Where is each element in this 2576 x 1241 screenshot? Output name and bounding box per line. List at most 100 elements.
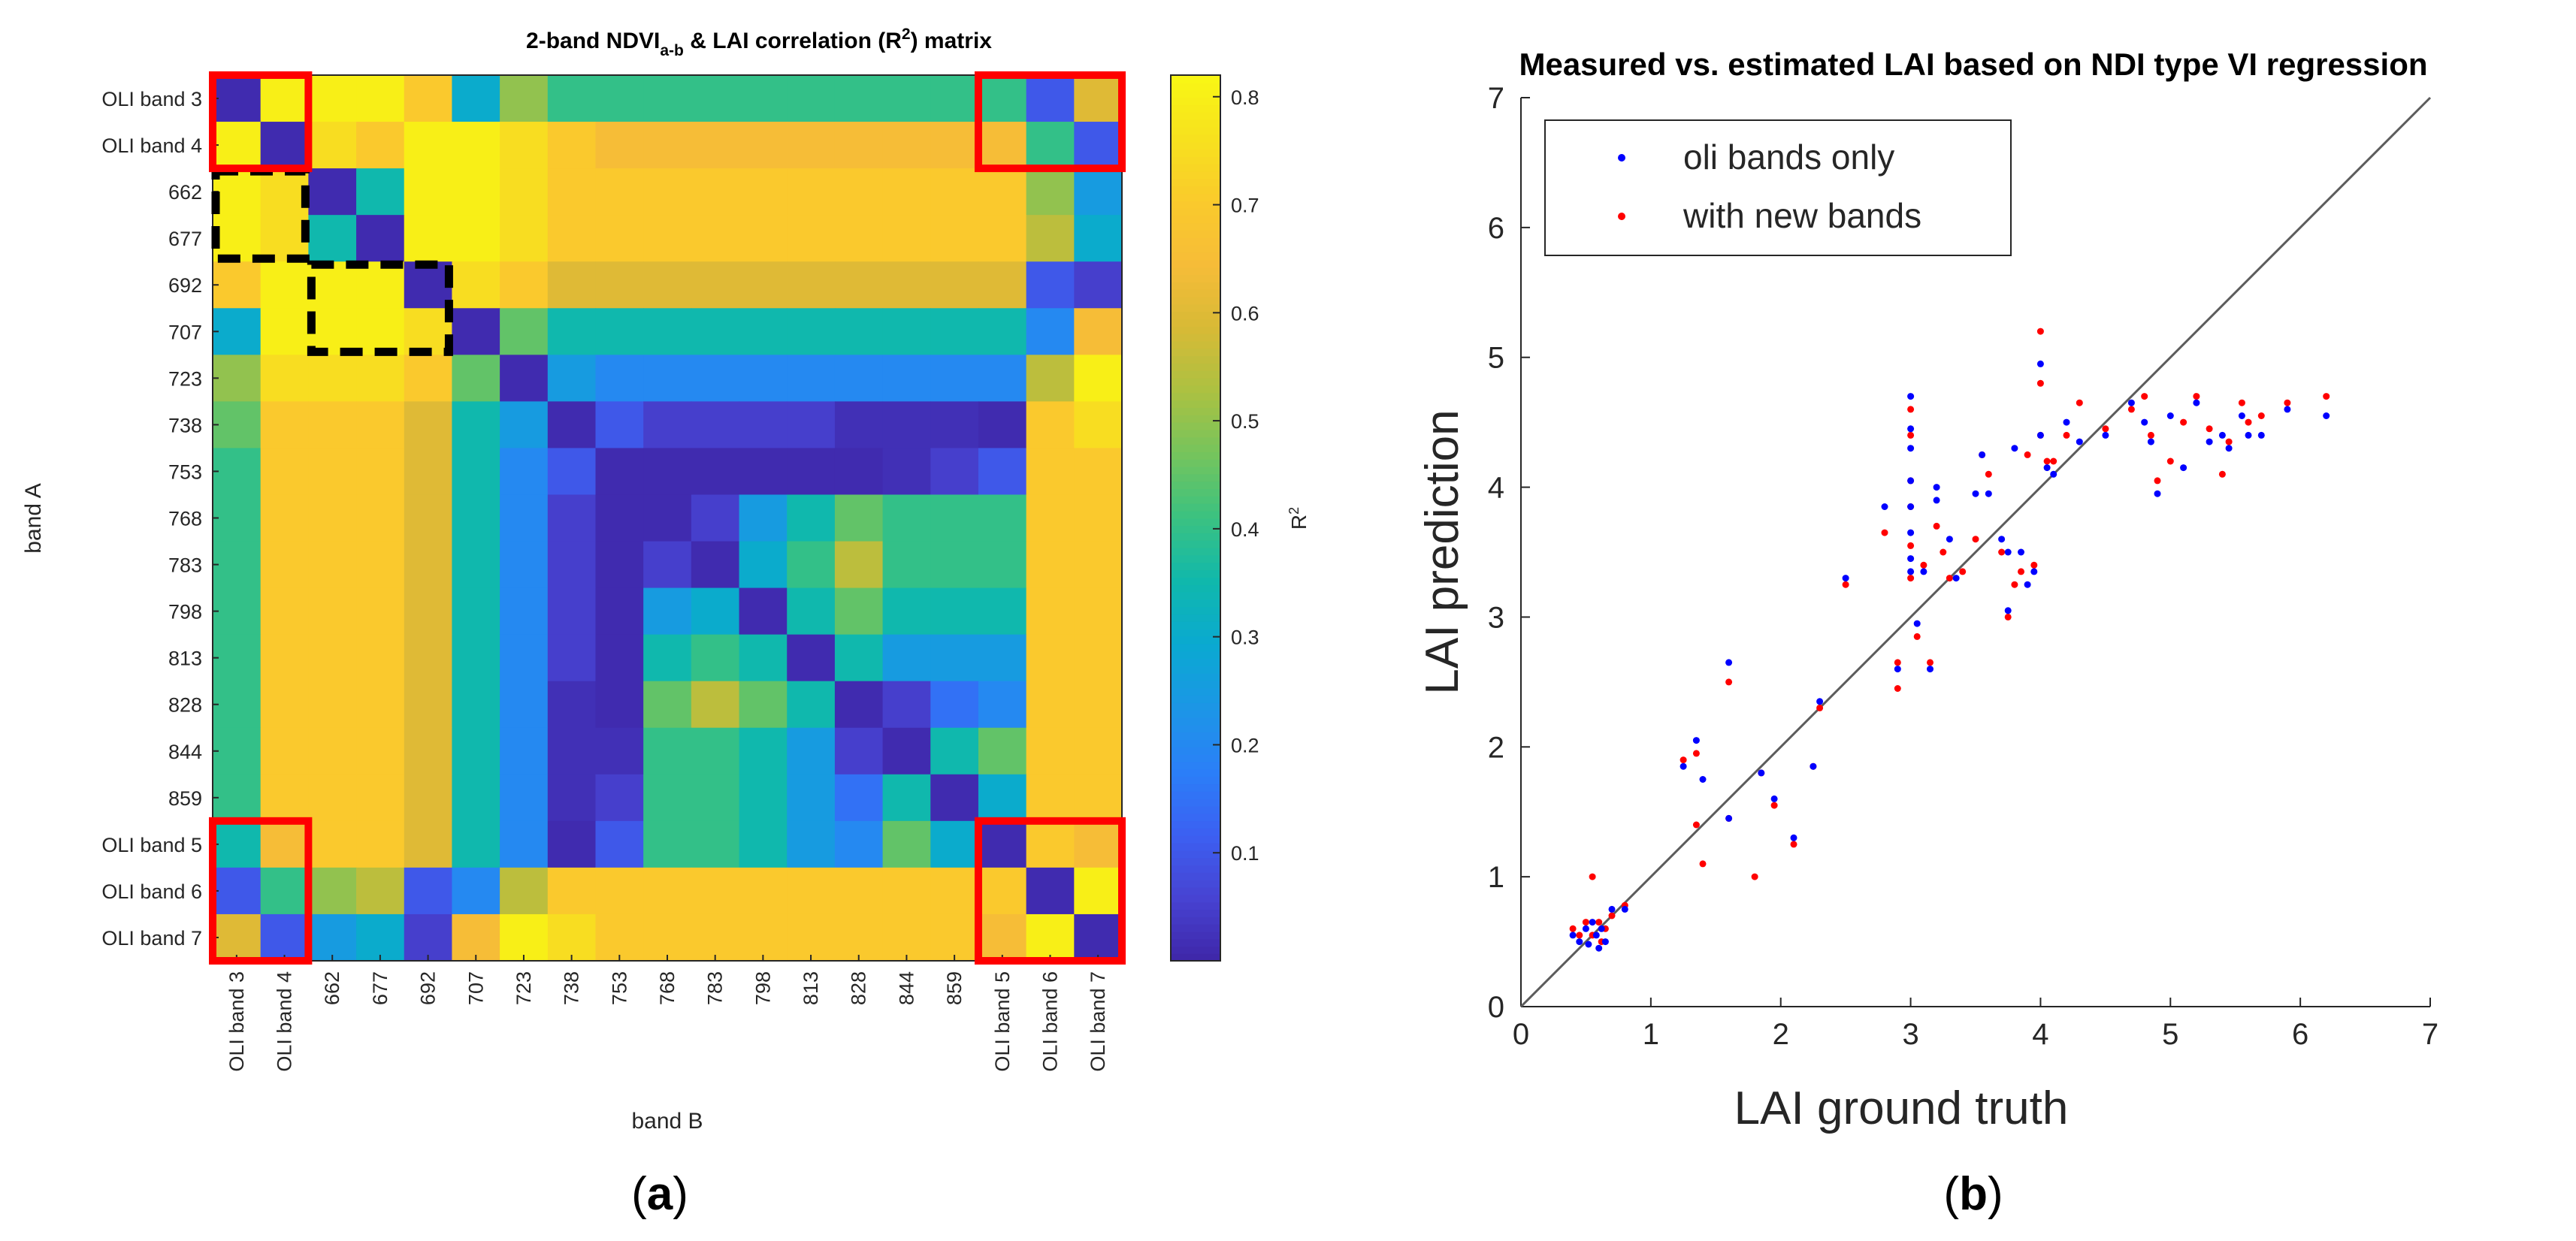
colorbar-step: [1171, 872, 1220, 880]
heatmap-cell: [452, 727, 500, 775]
heatmap-cell: [213, 820, 262, 868]
heatmap-cell: [1074, 168, 1123, 216]
heatmap-y-tick-label: 828: [168, 694, 202, 717]
heatmap-cell: [882, 681, 931, 729]
heatmap-cell: [882, 215, 931, 262]
scatter-point-new-bands: [2127, 406, 2135, 413]
heatmap-y-tick-label: 662: [168, 181, 202, 204]
colorbar-step: [1171, 89, 1220, 98]
colorbar-step: [1171, 207, 1220, 216]
heatmap-cell: [500, 634, 549, 682]
heatmap-cell: [404, 308, 453, 355]
heatmap-cell: [882, 401, 931, 449]
heatmap-cell: [739, 913, 788, 962]
scatter-point-new-bands: [1692, 750, 1700, 757]
heatmap-cell: [356, 867, 405, 915]
heatmap-cell: [500, 168, 549, 216]
heatmap-cell: [213, 168, 262, 216]
heatmap-cell: [1026, 681, 1075, 729]
heatmap-cell: [643, 261, 692, 309]
heatmap-cell: [978, 494, 1027, 542]
heatmap-cell: [404, 261, 453, 309]
scatter-point-new-bands: [1913, 633, 1921, 640]
heatmap-x-tick-label: OLI band 6: [1039, 971, 1062, 1072]
heatmap-cell: [834, 215, 884, 262]
heatmap-cell: [547, 308, 597, 355]
heatmap-cell: [930, 494, 979, 542]
colorbar-step: [1171, 525, 1220, 533]
colorbar-step: [1171, 414, 1220, 423]
heatmap-cell: [308, 913, 357, 962]
legend-marker-new: [1618, 213, 1625, 220]
scatter-point-new-bands: [2166, 457, 2174, 465]
colorbar-step: [1171, 584, 1220, 593]
heatmap-cell: [882, 634, 931, 682]
heatmap-cell: [691, 681, 740, 729]
scatter-point-new-bands: [2154, 477, 2161, 485]
heatmap-cell: [930, 448, 979, 496]
heatmap-title: 2-band NDVIa-b & LAI correlation (R2) ma…: [526, 26, 992, 59]
heatmap-cell: [356, 168, 405, 216]
red-highlight-box: [209, 817, 313, 965]
heatmap-cell: [1074, 541, 1123, 589]
heatmap-cell: [1026, 727, 1075, 775]
colorbar: 0.1 0.2 0.3 0.4 0.5 0.6 0.7 0.8 R2: [1170, 74, 1311, 962]
heatmap-x-tick-label: 692: [417, 971, 440, 1005]
colorbar-step: [1171, 768, 1220, 778]
heatmap-cell: [978, 634, 1027, 682]
heatmap-cell: [930, 541, 979, 589]
heatmap-cell: [452, 75, 500, 122]
heatmap-y-tick-label: OLI band 7: [101, 927, 202, 950]
heatmap-cell: [500, 541, 549, 589]
heatmap-x-tick-label: 783: [704, 971, 727, 1005]
heatmap-cell: [787, 122, 836, 169]
heatmap-cell: [739, 448, 788, 496]
heatmap-cell: [691, 168, 740, 216]
heatmap-cell: [308, 75, 357, 122]
colorbar-step: [1171, 518, 1220, 527]
heatmap-cell: [308, 867, 357, 915]
heatmap-cell: [643, 774, 692, 822]
heatmap-cell: [691, 448, 740, 496]
heatmap-x-tick-labels: OLI band 3 OLI band 4 662 677 692 707 723 738 75…: [225, 955, 1109, 1072]
heatmap-cell: [739, 681, 788, 729]
heatmap-cell: [356, 448, 405, 496]
heatmap-cell: [643, 867, 692, 915]
heatmap-cell: [260, 867, 309, 915]
heatmap-cell: [882, 168, 931, 216]
heatmap-cell: [260, 401, 309, 449]
colorbar-tick-label: 0.7: [1231, 195, 1259, 217]
colorbar-step: [1171, 444, 1220, 452]
heatmap-cell: [595, 355, 644, 402]
heatmap-cell: [1074, 587, 1123, 636]
heatmap-cell: [500, 261, 549, 309]
heatmap-cell: [404, 215, 453, 262]
scatter-point-new-bands: [1927, 659, 1934, 666]
heatmap-cell: [356, 494, 405, 542]
heatmap-cell: [691, 355, 740, 402]
heatmap-x-tick-label: 662: [321, 971, 343, 1005]
colorbar-step: [1171, 259, 1220, 268]
colorbar-gradient: [1171, 75, 1220, 962]
scatter-point-oli: [1770, 795, 1778, 802]
colorbar-step: [1171, 451, 1220, 460]
heatmap-cell: [213, 122, 262, 169]
colorbar-step: [1171, 931, 1220, 940]
heatmap-cell: [930, 587, 979, 636]
scatter-x-tick-label: 3: [1902, 1018, 1918, 1051]
heatmap-cell: [930, 261, 979, 309]
heatmap-cell: [213, 308, 262, 355]
colorbar-step: [1171, 421, 1220, 430]
heatmap-cell: [643, 122, 692, 169]
scatter-point-oli: [1592, 932, 1600, 939]
scatter-point-new-bands: [1751, 873, 1758, 880]
heatmap-cell: [1026, 355, 1075, 402]
heatmap-cell: [595, 727, 644, 775]
heatmap-cell: [404, 401, 453, 449]
scatter-point-oli: [2238, 412, 2245, 419]
heatmap-cell: [547, 541, 597, 589]
heatmap-cell: [452, 401, 500, 449]
heatmap-cell: [787, 261, 836, 309]
heatmap-cell: [213, 727, 262, 775]
scatter-point-oli: [1608, 905, 1616, 913]
